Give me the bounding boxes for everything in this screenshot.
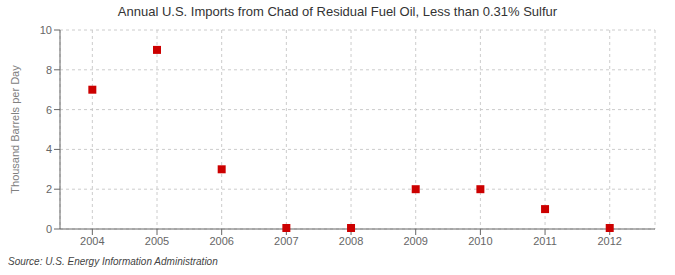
svg-text:Thousand Barrels per Day: Thousand Barrels per Day bbox=[9, 65, 21, 194]
svg-text:2: 2 bbox=[46, 183, 52, 195]
svg-text:2011: 2011 bbox=[533, 235, 557, 247]
svg-text:2004: 2004 bbox=[80, 235, 104, 247]
svg-text:2010: 2010 bbox=[468, 235, 492, 247]
svg-text:10: 10 bbox=[40, 24, 52, 36]
svg-text:2012: 2012 bbox=[597, 235, 621, 247]
svg-text:2008: 2008 bbox=[339, 235, 363, 247]
html-text:Source: U.S. Energy Informatio: Source: U.S. Energy Information Administ… bbox=[8, 256, 218, 267]
svg-text:0: 0 bbox=[46, 223, 52, 235]
svg-text:6: 6 bbox=[46, 104, 52, 116]
svg-text:2009: 2009 bbox=[403, 235, 427, 247]
svg-text:2006: 2006 bbox=[209, 235, 233, 247]
svg-text:2007: 2007 bbox=[274, 235, 298, 247]
html-text:Annual U.S. Imports from Chad: Annual U.S. Imports from Chad of Residua… bbox=[117, 4, 558, 19]
svg-text:2005: 2005 bbox=[145, 235, 169, 247]
svg-text:4: 4 bbox=[46, 143, 52, 155]
svg-text:8: 8 bbox=[46, 64, 52, 76]
